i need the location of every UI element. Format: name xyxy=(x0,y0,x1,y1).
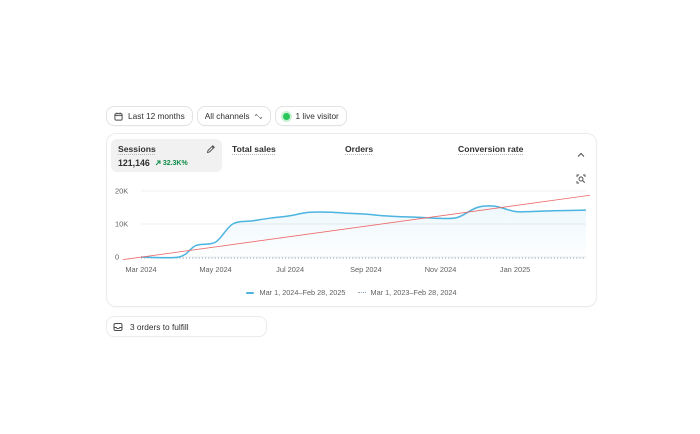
legend-swatch-previous xyxy=(357,292,366,293)
sessions-chart: 0 10K 20K Mar 2024 May 2024 Jul 2024 Sep 2024 N… xyxy=(115,187,591,274)
metric-label-conversion-rate: Conversion rate xyxy=(458,144,524,154)
chart-legend: Mar 1, 2024–Feb 28, 2025 Mar 1, 2023–Feb… xyxy=(107,288,596,297)
arrow-up-right-icon xyxy=(155,160,161,166)
x-tick-label: Mar 2024 xyxy=(125,265,156,274)
live-status-dot xyxy=(283,112,291,120)
channel-filter-label: All channels xyxy=(204,111,250,121)
metrics-card: Sessions 121,146 32.3K% Total sales Orde… xyxy=(107,134,596,306)
tab-conversion-rate[interactable]: Conversion rate xyxy=(451,139,530,172)
current-period-area xyxy=(141,205,586,258)
date-range-label: Last 12 months xyxy=(128,111,185,121)
x-tick-label: Sep 2024 xyxy=(350,265,382,274)
live-visitors-label: 1 live visitor xyxy=(295,111,339,121)
metric-value-row: 121,146 32.3K% xyxy=(118,158,215,168)
y-tick-label: 20K xyxy=(115,187,128,196)
x-tick-label: Nov 2024 xyxy=(425,265,457,274)
x-tick-label: Jul 2024 xyxy=(276,265,304,274)
legend-swatch-current xyxy=(246,291,255,294)
zoom-icon[interactable] xyxy=(576,174,586,184)
metric-label-total-sales: Total sales xyxy=(232,144,276,154)
inbox-icon xyxy=(113,322,123,331)
trend-badge: 32.3K% xyxy=(155,160,188,167)
metric-value-sessions: 121,146 xyxy=(118,158,150,168)
y-tick-label: 10K xyxy=(115,220,128,229)
filter-bar: Last 12 months All channels 1 live visit… xyxy=(107,107,346,125)
chevron-up-icon[interactable] xyxy=(577,152,585,158)
orders-to-fulfill-button[interactable]: 3 orders to fulfill xyxy=(107,317,266,336)
x-tick-label: May 2024 xyxy=(199,265,231,274)
live-visitors-button[interactable]: 1 live visitor xyxy=(276,107,346,125)
orders-to-fulfill-label: 3 orders to fulfill xyxy=(130,321,189,332)
tab-total-sales[interactable]: Total sales xyxy=(225,139,283,172)
y-tick-label: 0 xyxy=(115,253,119,262)
date-range-button[interactable]: Last 12 months xyxy=(107,107,192,125)
tab-orders[interactable]: Orders xyxy=(338,139,380,172)
channel-filter-button[interactable]: All channels xyxy=(197,107,271,125)
metric-label-sessions: Sessions xyxy=(118,144,156,154)
trend-line xyxy=(122,194,591,261)
calendar-icon xyxy=(114,112,123,121)
legend-label-current: Mar 1, 2024–Feb 28, 2025 xyxy=(259,288,346,297)
trend-value: 32.3K% xyxy=(162,159,188,167)
legend-item-current[interactable]: Mar 1, 2024–Feb 28, 2025 xyxy=(246,288,346,297)
tab-sessions[interactable]: Sessions 121,146 32.3K% xyxy=(111,139,222,172)
metric-label-orders: Orders xyxy=(345,144,374,154)
legend-label-previous: Mar 1, 2023–Feb 28, 2024 xyxy=(370,288,457,297)
pencil-icon[interactable] xyxy=(206,144,216,154)
x-tick-label: Jan 2025 xyxy=(500,265,530,274)
legend-item-previous[interactable]: Mar 1, 2023–Feb 28, 2024 xyxy=(357,288,457,297)
arrows-icon xyxy=(255,113,263,119)
